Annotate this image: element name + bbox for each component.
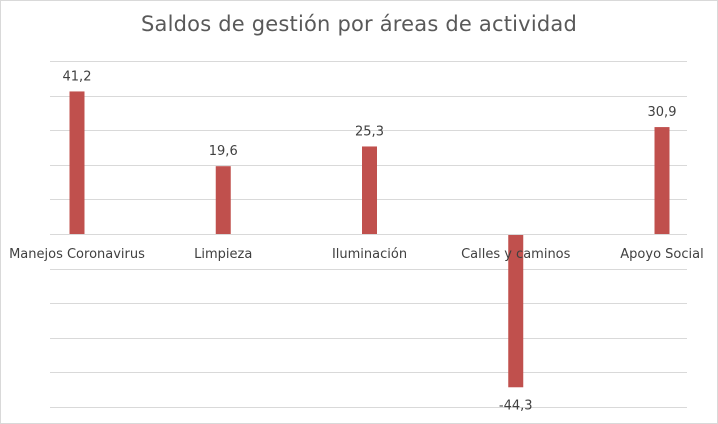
bar-1 <box>69 91 85 234</box>
chart-title: Saldos de gestión por áreas de actividad <box>141 12 577 36</box>
data-label: -44,3 <box>499 398 533 413</box>
data-label: 19,6 <box>209 144 238 159</box>
category-label: Apoyo Social <box>620 247 703 262</box>
category-label: Calles y caminos <box>461 247 571 262</box>
data-label: 25,3 <box>355 124 384 139</box>
bar-2 <box>215 166 231 234</box>
bar-3 <box>362 146 377 234</box>
bar-5 <box>654 127 670 234</box>
category-label: Limpieza <box>194 247 252 262</box>
data-label: 30,9 <box>648 105 677 120</box>
category-label: Iluminación <box>332 247 407 262</box>
category-label: Manejos Coronavirus <box>9 247 145 262</box>
data-label: 41,2 <box>63 69 92 84</box>
bar-4 <box>508 234 524 388</box>
